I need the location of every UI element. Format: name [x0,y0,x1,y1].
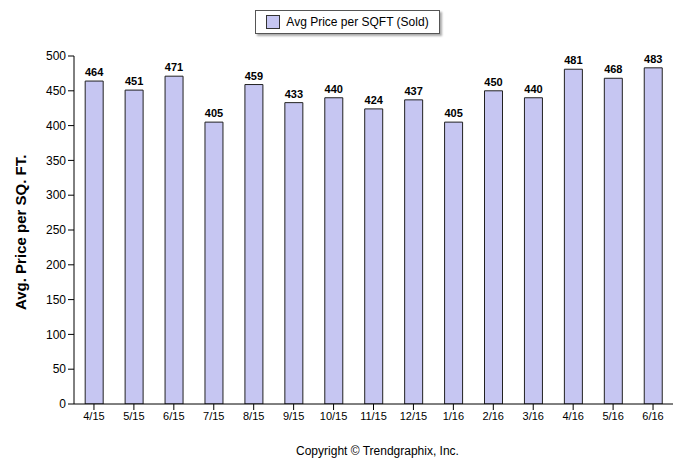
svg-text:200: 200 [46,258,66,272]
svg-text:3/16: 3/16 [523,410,544,422]
svg-text:2/16: 2/16 [483,410,504,422]
svg-text:6/15: 6/15 [163,410,184,422]
svg-text:5/15: 5/15 [123,410,144,422]
svg-text:6/16: 6/16 [642,410,663,422]
svg-text:440: 440 [325,83,343,95]
svg-text:450: 450 [484,76,502,88]
svg-text:481: 481 [564,54,582,66]
svg-text:100: 100 [46,328,66,342]
svg-text:500: 500 [46,49,66,63]
svg-text:468: 468 [604,63,622,75]
svg-text:5/16: 5/16 [602,410,623,422]
svg-text:250: 250 [46,223,66,237]
svg-text:433: 433 [285,88,303,100]
svg-text:150: 150 [46,293,66,307]
svg-text:464: 464 [85,66,104,78]
svg-text:437: 437 [404,85,422,97]
svg-text:450: 450 [46,84,66,98]
svg-text:440: 440 [524,83,542,95]
svg-text:400: 400 [46,119,66,133]
svg-text:8/15: 8/15 [243,410,264,422]
svg-text:50: 50 [53,362,67,376]
svg-text:350: 350 [46,154,66,168]
svg-text:0: 0 [59,397,66,411]
svg-text:405: 405 [205,107,223,119]
svg-text:451: 451 [125,75,143,87]
svg-text:9/15: 9/15 [283,410,304,422]
svg-text:424: 424 [365,94,384,106]
svg-text:11/15: 11/15 [360,410,387,422]
svg-text:1/16: 1/16 [443,410,464,422]
svg-text:12/15: 12/15 [400,410,428,422]
svg-text:471: 471 [165,61,183,73]
html-text:Avg Price per SQFT (Sold): Avg Price per SQFT (Sold) [286,15,429,29]
svg-text:10/15: 10/15 [320,410,348,422]
svg-text:4/15: 4/15 [83,410,104,422]
svg-text:7/15: 7/15 [203,410,224,422]
svg-text:405: 405 [444,107,462,119]
svg-text:459: 459 [245,70,263,82]
svg-text:483: 483 [644,53,662,65]
svg-text:300: 300 [46,188,66,202]
svg-text:Avg. Price per SQ. FT.: Avg. Price per SQ. FT. [12,155,29,310]
html-text:Copyright © Trendgraphix, Inc.: Copyright © Trendgraphix, Inc. [296,444,459,458]
svg-text:4/16: 4/16 [562,410,583,422]
